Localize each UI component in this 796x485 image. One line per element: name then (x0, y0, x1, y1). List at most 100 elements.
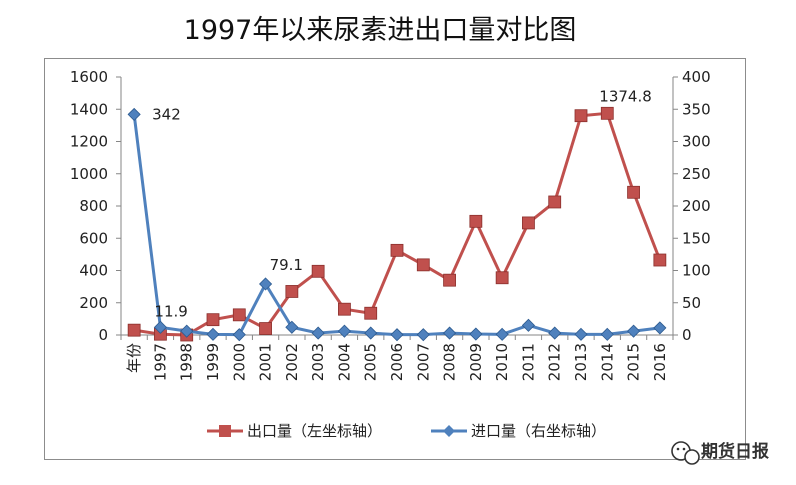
chart-frame (44, 58, 746, 460)
legend-label: 进口量（右坐标轴） (471, 422, 606, 440)
y-left-tick-label: 1000 (70, 165, 108, 183)
x-tick-label: 年份 (125, 343, 143, 373)
data-label: 1374.8 (599, 87, 652, 105)
series-point (548, 195, 562, 209)
x-tick-label: 2003 (309, 343, 327, 381)
y-right-tick-label: 100 (682, 262, 711, 280)
series-point (600, 106, 614, 120)
series-point (495, 271, 509, 285)
y-left-tick-label: 600 (79, 229, 108, 247)
series-point (364, 326, 378, 340)
x-tick-label: 1997 (151, 343, 169, 381)
watermark: 期货日报 (671, 441, 769, 465)
watermark-icon (671, 441, 700, 465)
legend-item: 出口量（左坐标轴） (207, 422, 382, 440)
series-layer (127, 106, 667, 342)
series-point (127, 323, 141, 337)
y-right-tick-label: 250 (682, 165, 711, 183)
series-point (285, 285, 299, 298)
data-labels: 342 11.9 79.1 1374.8 (152, 87, 652, 320)
legend-marker (443, 425, 455, 437)
series-point (548, 326, 562, 340)
series-point (153, 320, 167, 334)
series-point (443, 326, 457, 340)
x-tick-label: 2013 (572, 343, 590, 381)
series-point (653, 321, 667, 335)
y-right-tick-label: 200 (682, 197, 711, 215)
x-tick-label: 2012 (546, 343, 564, 381)
x-tick-label: 2002 (283, 343, 301, 381)
series-point (469, 327, 483, 341)
y-left-tick-label: 0 (98, 326, 108, 344)
y-left-tick-label: 1600 (70, 68, 108, 86)
y-left-tick-label: 400 (79, 262, 108, 280)
x-tick-label: 2000 (230, 343, 248, 381)
legend-marker (219, 425, 231, 437)
series-point (574, 327, 588, 341)
series-point (338, 302, 351, 316)
x-tick-label: 2014 (598, 343, 616, 381)
y-left-tick-label: 1200 (70, 133, 108, 151)
y-right-tick-label: 50 (682, 294, 701, 312)
series-point (653, 253, 667, 267)
y-right-tick-label: 300 (682, 133, 711, 151)
series-point (337, 324, 351, 338)
x-tick-label: 2001 (257, 343, 275, 381)
x-tick-label: 2010 (493, 343, 511, 381)
legend: 出口量（左坐标轴） 进口量（右坐标轴） (207, 422, 606, 440)
y-left-tick-label: 1400 (70, 100, 108, 118)
y-right-tick-label: 400 (682, 68, 711, 86)
x-tick-label: 1998 (178, 343, 196, 381)
series-line (133, 111, 662, 337)
chart-title: 1997年以来尿素进出口量对比图 (183, 15, 577, 46)
x-tick-label: 2015 (625, 343, 643, 381)
series-point (390, 243, 404, 257)
x-tick-label: 2005 (362, 343, 380, 381)
data-label: 79.1 (270, 256, 303, 274)
series-point (206, 327, 220, 341)
legend-label: 出口量（左坐标轴） (247, 422, 382, 440)
series-point (180, 324, 194, 338)
x-tick-label: 2009 (467, 343, 485, 381)
series-point (259, 277, 273, 291)
series-point (600, 327, 614, 341)
y-right-tick-label: 150 (682, 229, 711, 247)
x-tick-label: 2006 (388, 343, 406, 381)
series-point (495, 327, 509, 341)
x-tick-label: 2008 (441, 343, 459, 381)
series-point (232, 328, 246, 342)
x-tick-label: 2011 (519, 343, 537, 381)
x-tick-label: 2004 (335, 343, 353, 381)
x-tick-label: 1999 (204, 343, 222, 381)
series-point (390, 328, 404, 342)
data-label: 342 (152, 105, 181, 123)
series-point (521, 318, 535, 332)
series-point (285, 320, 299, 334)
series-point (627, 324, 641, 338)
series-point (416, 328, 430, 342)
y-right-tick-label: 350 (682, 100, 711, 118)
y-left-tick-label: 800 (79, 197, 108, 215)
data-label: 11.9 (154, 302, 187, 320)
axes: 0 200 400 600 800 1000 1200 1400 1600 0 50 100 150 20… (70, 68, 711, 381)
series-point (206, 313, 220, 327)
series-line (132, 114, 661, 337)
series-point (127, 107, 141, 121)
x-tick-label: 2016 (651, 343, 669, 381)
series-point (232, 308, 246, 322)
series-point (522, 216, 535, 230)
series-point (574, 109, 588, 123)
y-right-tick-label: 0 (682, 326, 692, 344)
series-point (627, 185, 640, 199)
legend-item: 进口量（右坐标轴） (431, 422, 606, 440)
series-point (443, 273, 456, 287)
series-point (311, 326, 325, 340)
series-point (469, 214, 483, 228)
series-point (311, 264, 325, 278)
series-point (364, 306, 378, 320)
series-point (259, 322, 272, 335)
y-left-tick-label: 200 (79, 294, 108, 312)
watermark-text: 期货日报 (701, 441, 769, 462)
x-tick-label: 2007 (414, 343, 432, 381)
